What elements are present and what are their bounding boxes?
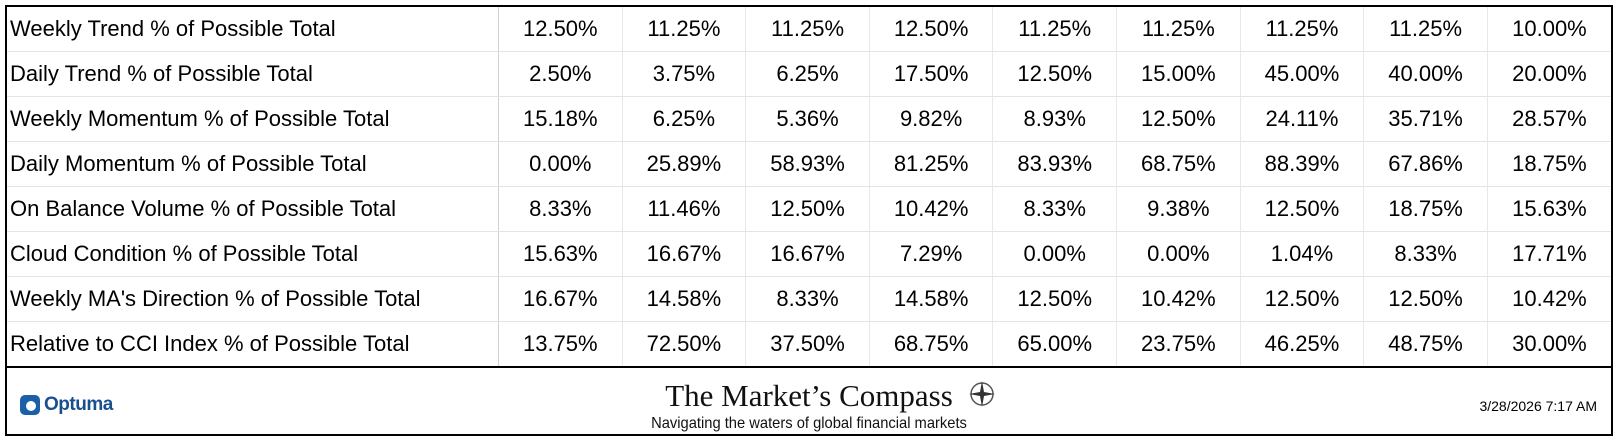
value-cell: 17.50%: [868, 51, 993, 97]
timestamp: 3/28/2026 7:17 AM: [1479, 398, 1597, 414]
table-row: Daily Momentum % of Possible Total 0.00% 2…: [7, 141, 1611, 187]
value-cell: 88.39%: [1239, 141, 1364, 187]
value-cell: 5.36%: [745, 96, 870, 142]
value-cell: 81.25%: [868, 141, 993, 187]
value-cell: 15.18%: [498, 96, 623, 142]
data-table: Weekly Trend % of Possible Total 12.50% 11…: [7, 7, 1611, 368]
value-cell: 35.71%: [1363, 96, 1488, 142]
value-cell: 16.67%: [498, 276, 623, 322]
value-cell: 10.42%: [868, 186, 993, 232]
value-cell: 12.50%: [868, 7, 993, 52]
value-cell: 15.63%: [1486, 186, 1611, 232]
value-cell: 68.75%: [1116, 141, 1241, 187]
table-row: Weekly Momentum % of Possible Total 15.18…: [7, 96, 1611, 142]
value-cell: 9.82%: [868, 96, 993, 142]
value-cell: 68.75%: [868, 321, 993, 368]
value-cell: 8.33%: [992, 186, 1117, 232]
value-cell: 11.25%: [621, 7, 746, 52]
value-cell: 25.89%: [621, 141, 746, 187]
value-cell: 58.93%: [745, 141, 870, 187]
row-label: Cloud Condition % of Possible Total: [7, 231, 499, 277]
value-cell: 12.50%: [1239, 186, 1364, 232]
table-row: On Balance Volume % of Possible Total 8.3…: [7, 186, 1611, 232]
value-cell: 45.00%: [1239, 51, 1364, 97]
value-cell: 12.50%: [745, 186, 870, 232]
value-cell: 2.50%: [498, 51, 623, 97]
value-cell: 6.25%: [745, 51, 870, 97]
value-cell: 46.25%: [1239, 321, 1364, 368]
value-cell: 17.71%: [1486, 231, 1611, 277]
logo-icon: [20, 395, 40, 415]
value-cell: 0.00%: [1116, 231, 1241, 277]
value-cell: 37.50%: [745, 321, 870, 368]
value-cell: 8.33%: [498, 186, 623, 232]
value-cell: 18.75%: [1363, 186, 1488, 232]
value-cell: 12.50%: [1363, 276, 1488, 322]
value-cell: 24.11%: [1239, 96, 1364, 142]
value-cell: 11.46%: [621, 186, 746, 232]
value-cell: 28.57%: [1486, 96, 1611, 142]
row-label: Weekly Momentum % of Possible Total: [7, 96, 499, 142]
value-cell: 8.93%: [992, 96, 1117, 142]
value-cell: 40.00%: [1363, 51, 1488, 97]
value-cell: 10.00%: [1486, 7, 1611, 52]
row-label: On Balance Volume % of Possible Total: [7, 186, 499, 232]
value-cell: 48.75%: [1363, 321, 1488, 368]
value-cell: 20.00%: [1486, 51, 1611, 97]
value-cell: 16.67%: [745, 231, 870, 277]
value-cell: 7.29%: [868, 231, 993, 277]
row-label: Relative to CCI Index % of Possible Tota…: [7, 321, 499, 368]
value-cell: 16.67%: [621, 231, 746, 277]
value-cell: 11.25%: [992, 7, 1117, 52]
value-cell: 12.50%: [1239, 276, 1364, 322]
logo-text: Optuma: [44, 394, 113, 415]
value-cell: 14.58%: [621, 276, 746, 322]
table-row: Daily Trend % of Possible Total 2.50% 3.75…: [7, 51, 1611, 97]
value-cell: 8.33%: [1363, 231, 1488, 277]
value-cell: 10.42%: [1116, 276, 1241, 322]
value-cell: 0.00%: [498, 141, 623, 187]
row-label: Daily Trend % of Possible Total: [7, 51, 499, 97]
value-cell: 15.00%: [1116, 51, 1241, 97]
value-cell: 15.63%: [498, 231, 623, 277]
value-cell: 9.38%: [1116, 186, 1241, 232]
value-cell: 11.25%: [745, 7, 870, 52]
table-row: Relative to CCI Index % of Possible Tota…: [7, 321, 1611, 368]
value-cell: 23.75%: [1116, 321, 1241, 368]
value-cell: 14.58%: [868, 276, 993, 322]
page-frame: Weekly Trend % of Possible Total 12.50% 11…: [5, 5, 1613, 436]
value-cell: 3.75%: [621, 51, 746, 97]
value-cell: 12.50%: [498, 7, 623, 52]
value-cell: 30.00%: [1486, 321, 1611, 368]
value-cell: 13.75%: [498, 321, 623, 368]
value-cell: 10.42%: [1486, 276, 1611, 322]
value-cell: 8.33%: [745, 276, 870, 322]
value-cell: 6.25%: [621, 96, 746, 142]
logo: Optuma: [19, 394, 113, 416]
value-cell: 11.25%: [1116, 7, 1241, 52]
value-cell: 72.50%: [621, 321, 746, 368]
value-cell: 83.93%: [992, 141, 1117, 187]
title-text: The Market’s Compass: [665, 378, 953, 413]
value-cell: 12.50%: [992, 276, 1117, 322]
value-cell: 1.04%: [1239, 231, 1364, 277]
compass-icon: [969, 381, 995, 407]
table-row: Weekly MA's Direction % of Possible Tota…: [7, 276, 1611, 322]
value-cell: 65.00%: [992, 321, 1117, 368]
value-cell: 0.00%: [992, 231, 1117, 277]
row-label: Weekly Trend % of Possible Total: [7, 7, 499, 52]
value-cell: 67.86%: [1363, 141, 1488, 187]
value-cell: 11.25%: [1363, 7, 1488, 52]
value-cell: 18.75%: [1486, 141, 1611, 187]
row-label: Daily Momentum % of Possible Total: [7, 141, 499, 187]
table-row: Weekly Trend % of Possible Total 12.50% 11…: [7, 7, 1611, 52]
row-label: Weekly MA's Direction % of Possible Tota…: [7, 276, 499, 322]
value-cell: 12.50%: [992, 51, 1117, 97]
value-cell: 12.50%: [1116, 96, 1241, 142]
footer-title: The Market’s Compass: [7, 378, 1611, 414]
footer: Optuma The Market’s Compass Navigating t…: [7, 374, 1611, 434]
footer-subtitle: Navigating the waters of global financia…: [651, 415, 967, 432]
value-cell: 11.25%: [1239, 7, 1364, 52]
table-row: Cloud Condition % of Possible Total 15.63…: [7, 231, 1611, 277]
